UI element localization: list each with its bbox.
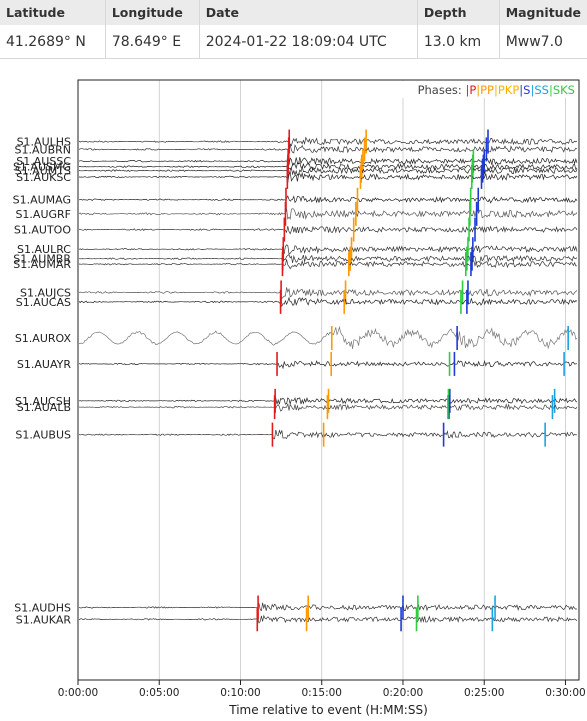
magnitude-header: Magnitude [499, 0, 587, 25]
station-label-S1.AUJCS: S1.AUJCS [20, 286, 71, 299]
event-info-value-row: 41.2689° N 78.649° E 2024-01-22 18:09:04… [0, 25, 587, 59]
date-header: Date [199, 0, 418, 25]
station-label-S1.AUMTS: S1.AUMTS [15, 165, 71, 178]
legend-entry-pkp: PKP [498, 83, 519, 97]
station-label-S1.AUSSC: S1.AUSSC [16, 155, 71, 168]
station-label-S1.AUTOO: S1.AUTOO [14, 224, 71, 237]
legend: Phases: |P|PP|PKP|S|SS|SKS [418, 83, 575, 97]
legend-swatch-s: | [519, 83, 523, 97]
station-label-S1.AUGRF: S1.AUGRF [15, 208, 71, 221]
station-label-S1.AULRC: S1.AULRC [17, 243, 71, 256]
legend-entry-pp: PP [480, 83, 494, 97]
trace-S1.AUSSC [78, 157, 578, 166]
station-label-S1.AUAYR: S1.AUAYR [17, 358, 71, 371]
legend-box [400, 81, 578, 98]
date-value: 2024-01-22 18:09:04 UTC [199, 25, 418, 59]
station-label-S1.AUMAR: S1.AUMAR [13, 258, 71, 271]
station-label-S1.AUBRN: S1.AUBRN [15, 143, 71, 156]
trace-S1.AUAYR [78, 359, 578, 370]
x-tick-label-1: 0:05:00 [139, 687, 179, 699]
legend-entry-p: P [469, 83, 476, 97]
x-tick-label-5: 0:25:00 [464, 687, 504, 699]
x-tick-label-3: 0:15:00 [301, 687, 341, 699]
station-label-S1.AUDHS: S1.AUDHS [14, 602, 71, 615]
plot-frame [77, 79, 580, 681]
x-tick-label-6: 0:30:00 [545, 687, 585, 699]
legend-swatch-p: | [465, 83, 469, 97]
trace-S1.AUBUS [78, 429, 578, 440]
seismogram-chart: S1.AULHSS1.AUBRNS1.AUSSCS1.AUSMGS1.AUMTS… [13, 79, 586, 717]
trace-S1.AUMBR [78, 254, 578, 264]
trace-S1.AUTOO [78, 225, 578, 235]
legend-swatch-pkp: | [494, 83, 498, 97]
magnitude-value: Mww7.0 [499, 25, 587, 59]
latitude-value: 41.2689° N [0, 25, 106, 59]
longitude-value: 78.649° E [105, 25, 200, 59]
trace-S1.AUMAR [78, 259, 578, 270]
station-label-S1.AUALB: S1.AUALB [17, 401, 71, 414]
trace-S1.AUKSC [78, 170, 578, 182]
longitude-header: Longitude [105, 0, 200, 25]
x-tick-label-0: 0:00:00 [58, 687, 98, 699]
trace-S1.AUGRF [78, 208, 578, 220]
event-info-table: Latitude Longitude Date Depth Magnitude … [0, 0, 587, 59]
trace-S1.AUCAS [78, 296, 578, 307]
depth-header: Depth [417, 0, 500, 25]
legend-swatch-pp: | [476, 83, 480, 97]
station-label-S1.AUROX: S1.AUROX [15, 332, 72, 345]
x-tick-label-4: 0:20:00 [383, 687, 423, 699]
trace-S1.AUSMG [78, 162, 578, 171]
trace-S1.AUJCS [78, 287, 578, 300]
station-label-S1.AUKAR: S1.AUKAR [16, 613, 72, 626]
latitude-header: Latitude [0, 0, 106, 25]
station-label-S1.AUBUS: S1.AUBUS [15, 429, 71, 442]
trace-S1.AUBRN [78, 144, 578, 154]
station-label-S1.AUMAG: S1.AUMAG [13, 194, 71, 207]
legend-swatch-sks: | [549, 83, 553, 97]
x-tick-label-2: 0:10:00 [220, 687, 260, 699]
trace-S1.AUMAG [78, 195, 578, 204]
legend-entry-ss: SS [534, 83, 549, 97]
trace-S1.AUMTS [78, 166, 578, 177]
legend-title: Phases: [418, 83, 466, 97]
legend-entry-sks: SKS [553, 83, 575, 97]
station-label-S1.AUSMG: S1.AUSMG [13, 161, 71, 174]
depth-value: 13.0 km [417, 25, 500, 59]
station-label-S1.AUMBR: S1.AUMBR [13, 253, 71, 266]
trace-S1.AULRC [78, 244, 578, 255]
station-label-S1.AUCSH: S1.AUCSH [15, 395, 71, 408]
station-label-S1.AUKSC: S1.AUKSC [16, 171, 71, 184]
trace-S1.AUDHS [78, 602, 578, 612]
station-label-S1.AULHS: S1.AULHS [17, 136, 71, 149]
event-info-header-row: Latitude Longitude Date Depth Magnitude [0, 0, 587, 25]
trace-S1.AUKAR [78, 614, 578, 624]
legend-entry-s: S [523, 83, 530, 97]
trace-S1.AUROX [78, 325, 578, 350]
trace-S1.AULHS [78, 136, 578, 147]
legend-swatch-ss: | [530, 83, 534, 97]
x-axis-title: Time relative to event (H:MM:SS) [228, 703, 428, 717]
station-label-S1.AUCAS: S1.AUCAS [16, 296, 71, 309]
